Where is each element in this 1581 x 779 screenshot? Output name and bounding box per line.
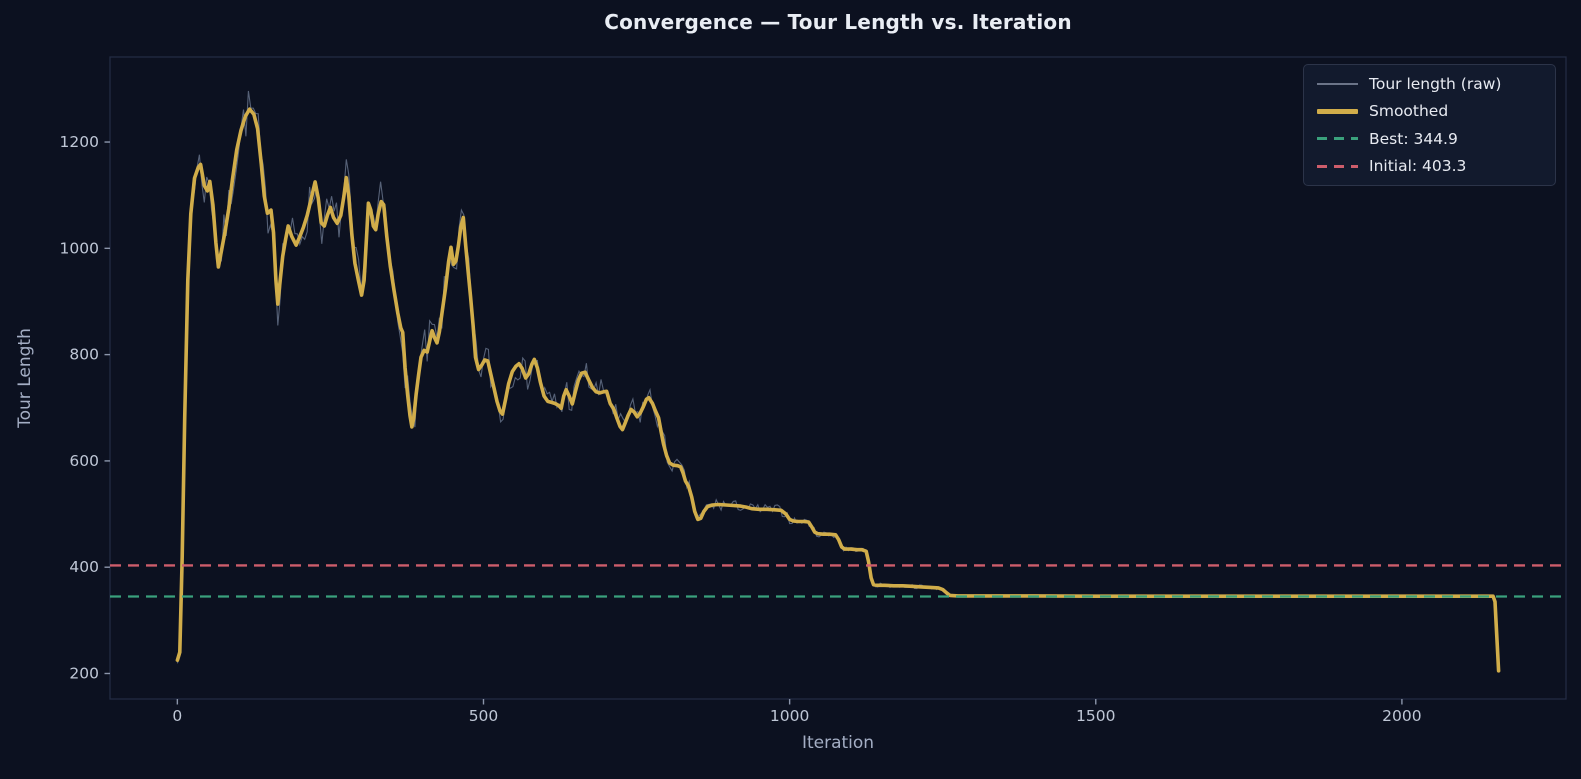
legend-item-label: Tour length (raw) xyxy=(1369,74,1502,93)
legend-item-best: Best: 344.9 xyxy=(1304,126,1555,152)
initial-legend-swatch-icon xyxy=(1317,164,1358,168)
raw-legend-swatch-icon xyxy=(1317,82,1358,85)
x-tick-label: 1500 xyxy=(1076,707,1115,725)
x-axis-label: Iteration xyxy=(801,733,875,753)
legend-item-label: Best: 344.9 xyxy=(1369,129,1458,148)
x-tick-label: 0 xyxy=(172,707,182,725)
y-tick-label: 200 xyxy=(69,664,99,682)
legend: Tour length (raw) Smoothed Best: 344.9 Init… xyxy=(1303,64,1556,186)
legend-item-label: Smoothed xyxy=(1369,102,1449,121)
x-tick-label: 500 xyxy=(469,707,499,725)
smoothed-legend-swatch-icon xyxy=(1317,108,1358,114)
legend-item-label: Initial: 403.3 xyxy=(1369,157,1467,176)
legend-item-initial: Initial: 403.3 xyxy=(1304,153,1555,179)
legend-item-raw: Tour length (raw) xyxy=(1304,71,1555,97)
y-tick-label: 1200 xyxy=(60,133,99,151)
x-tick-label: 1000 xyxy=(770,707,809,725)
chart-title: Convergence — Tour Length vs. Iteration xyxy=(604,10,1072,34)
raw-tour-length-line xyxy=(176,90,1498,664)
y-axis-label: Tour Length xyxy=(15,328,35,428)
axes-frame xyxy=(109,56,1567,700)
y-tick-label: 600 xyxy=(69,452,99,470)
y-tick-label: 800 xyxy=(69,346,99,364)
best-legend-swatch-icon xyxy=(1317,137,1358,141)
x-tick-label: 2000 xyxy=(1382,707,1421,725)
smoothed-line xyxy=(175,107,1501,673)
y-tick-label: 400 xyxy=(69,558,99,576)
legend-item-smoothed: Smoothed xyxy=(1304,98,1555,124)
y-tick-label: 1000 xyxy=(60,239,99,257)
